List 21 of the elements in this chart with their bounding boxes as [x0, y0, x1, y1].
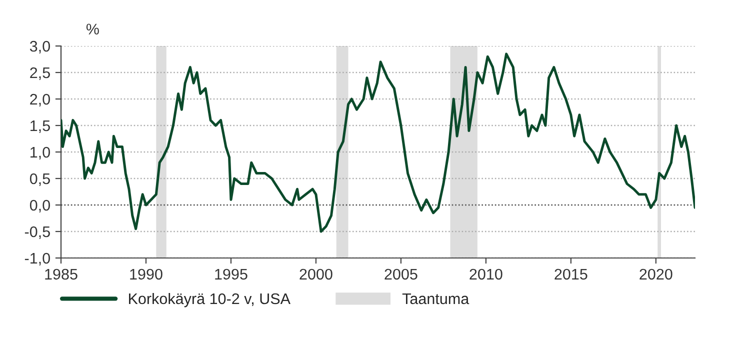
- line-series: [61, 52, 695, 233]
- y-tick-label: 1,0: [30, 146, 50, 160]
- y-tick-label: 2,0: [30, 94, 50, 106]
- y-tick-label: 1,5: [30, 120, 50, 133]
- y-tick-label: 3,0: [30, 40, 50, 54]
- x-tick-label: 2000: [300, 268, 332, 280]
- x-tick-label: 2020: [640, 268, 672, 280]
- x-tick-label: 1990: [130, 268, 162, 280]
- y-axis-title: %: [86, 24, 99, 34]
- legend-label: Korkokäyrä 10-2 v, USA: [129, 292, 290, 308]
- y-tick-label: 0,0: [30, 200, 50, 212]
- y-tick-label: -0,5: [24, 226, 50, 239]
- y-tick-label: 0,5: [30, 173, 50, 186]
- x-tick-label: 2015: [554, 268, 588, 280]
- x-tick-label: 1985: [45, 268, 78, 280]
- x-tick-label: 1995: [215, 268, 248, 280]
- y-tick-label: -1,0: [24, 252, 50, 266]
- x-tick-label: 2005: [384, 268, 418, 280]
- x-tick-label: 2010: [470, 268, 502, 280]
- legend-label: Taantuma: [402, 294, 470, 304]
- y-tick-label: 2,5: [30, 67, 50, 80]
